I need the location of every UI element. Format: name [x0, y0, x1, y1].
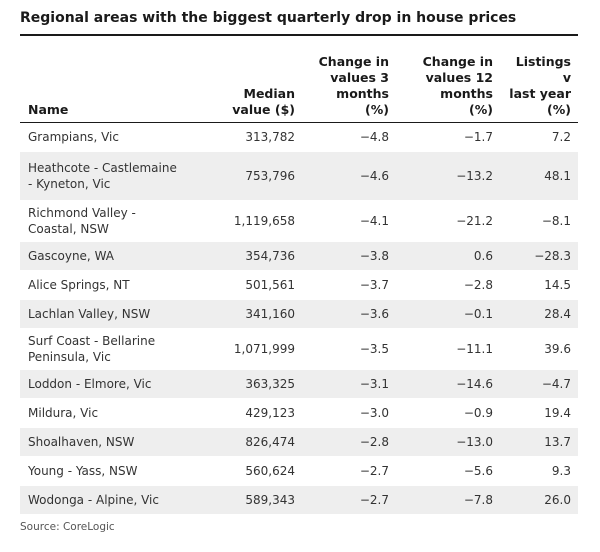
cell-change-12m: −13.0 — [396, 427, 500, 457]
header-change-12m: Change in values 12 months (%) — [396, 54, 500, 123]
cell-listings: 39.6 — [500, 328, 578, 370]
cell-name: Shoalhaven, NSW — [20, 427, 190, 457]
table-row: Surf Coast - Bellarine Peninsula, Vic 1,… — [20, 328, 578, 370]
header-change-12m-line2: values 12 — [425, 70, 493, 85]
cell-change-3m: −2.8 — [302, 427, 396, 457]
cell-median: 560,624 — [190, 456, 302, 486]
cell-change-12m: −13.2 — [396, 151, 500, 201]
cell-listings: 19.4 — [500, 398, 578, 428]
cell-median: 363,325 — [190, 369, 302, 399]
cell-name: Young - Yass, NSW — [20, 456, 190, 486]
header-change-3m: Change in values 3 months (%) — [302, 54, 396, 123]
cell-change-3m: −3.6 — [302, 299, 396, 329]
cell-listings: −8.1 — [500, 200, 578, 242]
header-change-12m-line1: Change in — [422, 54, 493, 69]
cell-listings: 13.7 — [500, 427, 578, 457]
cell-median: 1,119,658 — [190, 200, 302, 242]
header-change-3m-line3: months — [336, 86, 389, 101]
table-row: Alice Springs, NT 501,561 −3.7 −2.8 14.5 — [20, 270, 578, 300]
header-row: Name Median value ($) Change in values 3… — [20, 54, 578, 123]
cell-change-3m: −3.0 — [302, 398, 396, 428]
cell-listings: 9.3 — [500, 456, 578, 486]
header-median-line1: Median — [243, 86, 295, 101]
table-row: Young - Yass, NSW 560,624 −2.7 −5.6 9.3 — [20, 456, 578, 486]
cell-listings: 14.5 — [500, 270, 578, 300]
table-row: Heathcote - Castlemaine - Kyneton, Vic 7… — [20, 151, 578, 201]
cell-name: Grampians, Vic — [20, 122, 190, 152]
cell-median: 826,474 — [190, 427, 302, 457]
cell-name: Wodonga - Alpine, Vic — [20, 485, 190, 515]
cell-name: Richmond Valley - Coastal, NSW — [20, 200, 190, 242]
cell-median: 313,782 — [190, 122, 302, 152]
cell-name: Alice Springs, NT — [20, 270, 190, 300]
cell-listings: 7.2 — [500, 122, 578, 152]
cell-listings: 48.1 — [500, 151, 578, 201]
cell-name: Gascoyne, WA — [20, 241, 190, 271]
cell-name: Heathcote - Castlemaine - Kyneton, Vic — [20, 151, 190, 201]
table-row: Gascoyne, WA 354,736 −3.8 0.6 −28.3 — [20, 241, 578, 271]
cell-median: 429,123 — [190, 398, 302, 428]
cell-change-3m: −3.5 — [302, 328, 396, 370]
cell-change-3m: −4.1 — [302, 200, 396, 242]
cell-change-3m: −2.7 — [302, 456, 396, 486]
cell-median: 501,561 — [190, 270, 302, 300]
cell-name: Loddon - Elmore, Vic — [20, 369, 190, 399]
cell-median: 341,160 — [190, 299, 302, 329]
cell-change-12m: 0.6 — [396, 241, 500, 271]
header-change-3m-line1: Change in — [318, 54, 389, 69]
table-row: Shoalhaven, NSW 826,474 −2.8 −13.0 13.7 — [20, 427, 578, 457]
cell-change-12m: −11.1 — [396, 328, 500, 370]
data-table: Name Median value ($) Change in values 3… — [20, 54, 578, 515]
title-rule — [20, 34, 578, 36]
cell-change-12m: −0.9 — [396, 398, 500, 428]
figure-title: Regional areas with the biggest quarterl… — [20, 10, 517, 26]
cell-name: Lachlan Valley, NSW — [20, 299, 190, 329]
table-row: Mildura, Vic 429,123 −3.0 −0.9 19.4 — [20, 398, 578, 428]
table-row: Wodonga - Alpine, Vic 589,343 −2.7 −7.8 … — [20, 485, 578, 515]
header-listings-line2: last year — [509, 86, 571, 101]
cell-change-12m: −2.8 — [396, 270, 500, 300]
cell-listings: 26.0 — [500, 485, 578, 515]
cell-change-3m: −3.8 — [302, 241, 396, 271]
cell-median: 1,071,999 — [190, 328, 302, 370]
header-name: Name — [20, 54, 190, 123]
table-row: Loddon - Elmore, Vic 363,325 −3.1 −14.6 … — [20, 369, 578, 399]
source-note: Source: CoreLogic — [20, 521, 115, 533]
cell-change-12m: −7.8 — [396, 485, 500, 515]
table-row: Grampians, Vic 313,782 −4.8 −1.7 7.2 — [20, 122, 578, 152]
header-change-12m-line3: months — [440, 86, 493, 101]
cell-name: Mildura, Vic — [20, 398, 190, 428]
cell-change-3m: −2.7 — [302, 485, 396, 515]
cell-listings: −28.3 — [500, 241, 578, 271]
header-median: Median value ($) — [190, 54, 302, 123]
cell-median: 589,343 — [190, 485, 302, 515]
cell-listings: 28.4 — [500, 299, 578, 329]
header-listings-line3: (%) — [547, 102, 571, 117]
header-change-3m-line4: (%) — [365, 102, 389, 117]
cell-median: 753,796 — [190, 151, 302, 201]
header-listings: Listings v last year (%) — [500, 54, 578, 123]
cell-change-3m: −3.7 — [302, 270, 396, 300]
cell-change-12m: −0.1 — [396, 299, 500, 329]
cell-change-12m: −21.2 — [396, 200, 500, 242]
header-listings-line1: Listings v — [515, 54, 571, 85]
cell-change-3m: −3.1 — [302, 369, 396, 399]
cell-change-12m: −5.6 — [396, 456, 500, 486]
header-name-label: Name — [28, 102, 69, 117]
cell-name: Surf Coast - Bellarine Peninsula, Vic — [20, 328, 190, 370]
cell-change-3m: −4.6 — [302, 151, 396, 201]
cell-listings: −4.7 — [500, 369, 578, 399]
table-row: Richmond Valley - Coastal, NSW 1,119,658… — [20, 200, 578, 242]
header-change-12m-line4: (%) — [469, 102, 493, 117]
header-median-line2: value ($) — [232, 102, 295, 117]
cell-median: 354,736 — [190, 241, 302, 271]
cell-change-3m: −4.8 — [302, 122, 396, 152]
table-row: Lachlan Valley, NSW 341,160 −3.6 −0.1 28… — [20, 299, 578, 329]
cell-change-12m: −14.6 — [396, 369, 500, 399]
cell-change-12m: −1.7 — [396, 122, 500, 152]
header-change-3m-line2: values 3 — [330, 70, 389, 85]
